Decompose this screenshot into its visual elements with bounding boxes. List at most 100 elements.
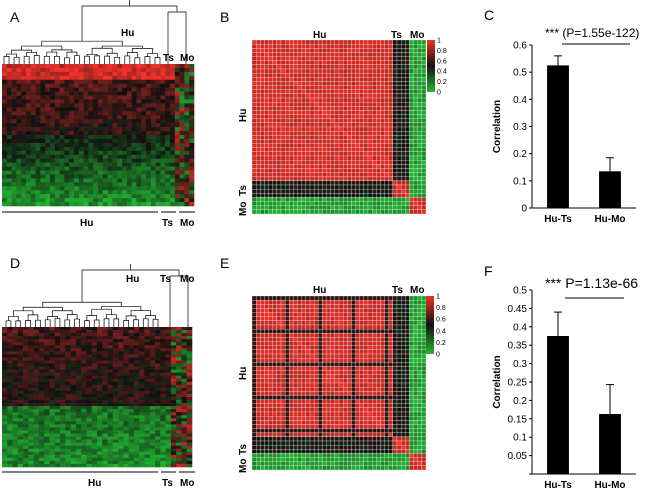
heatmap-cell	[149, 439, 156, 443]
heatmap-cell	[179, 190, 185, 195]
matrix-cell	[409, 151, 414, 157]
matrix-cell	[264, 102, 269, 107]
heatmap-cell	[189, 166, 195, 171]
heatmap-cell	[112, 345, 119, 349]
heatmap-cell	[131, 67, 137, 73]
matrix-cell	[409, 118, 414, 123]
matrix-cell	[401, 60, 406, 65]
matrix-cell	[264, 60, 269, 65]
matrix-cell	[272, 184, 277, 190]
heatmap-cell	[107, 448, 114, 453]
matrix-cell	[384, 147, 389, 152]
heatmap-cell	[23, 333, 29, 337]
matrix-cell	[376, 73, 381, 78]
matrix-cell	[301, 97, 306, 103]
heatmap-cell	[181, 354, 188, 358]
heatmap-cell	[176, 327, 182, 331]
matrix-cell	[359, 97, 364, 103]
heatmap-cell	[170, 403, 177, 407]
heatmap-cell	[28, 400, 34, 404]
heatmap-cell	[170, 387, 177, 392]
matrix-cell	[405, 85, 410, 90]
heatmap-cell	[23, 433, 29, 437]
matrix-cell	[347, 209, 352, 215]
heatmap-cell	[16, 67, 22, 73]
heatmap-cell	[150, 135, 156, 140]
heatmap-cell	[11, 123, 17, 128]
heatmap-cell	[102, 387, 108, 392]
matrix-cell	[359, 151, 364, 157]
heatmap-cell	[128, 454, 135, 459]
matrix-cell	[392, 89, 398, 94]
matrix-cell	[268, 122, 273, 128]
heatmap-cell	[118, 372, 124, 376]
heatmap-cell	[170, 375, 177, 380]
matrix-cell	[396, 118, 402, 123]
heatmap-cell	[33, 460, 40, 465]
heatmap-cell	[40, 119, 46, 124]
heatmap-cell	[155, 91, 161, 96]
matrix-cell	[392, 48, 398, 53]
matrix-cell	[309, 85, 315, 90]
matrix-cell	[326, 197, 331, 202]
heatmap-cell	[91, 387, 98, 392]
heatmap-cell	[91, 403, 98, 407]
matrix-cell	[318, 64, 323, 70]
heatmap-cell	[93, 127, 99, 132]
matrix-cell	[334, 126, 340, 132]
heatmap-cell	[17, 457, 24, 462]
heatmap-cell	[117, 111, 123, 116]
heatmap-cell	[133, 357, 140, 361]
heatmap-cell	[60, 412, 66, 416]
matrix-cell	[326, 168, 331, 173]
matrix-cell	[351, 193, 356, 198]
matrix-cell	[405, 155, 410, 161]
matrix-cell	[343, 52, 348, 57]
heatmap-cell	[98, 107, 104, 112]
heatmap-cell	[174, 154, 180, 159]
heatmap-cell	[133, 339, 140, 343]
matrix-cell	[376, 44, 381, 49]
matrix-cell	[392, 64, 398, 70]
heatmap-cell	[160, 430, 166, 434]
matrix-cell	[260, 126, 265, 132]
heatmap-cell	[59, 111, 65, 116]
matrix-cell	[285, 151, 290, 157]
heatmap-cell	[123, 397, 129, 401]
heatmap-cell	[155, 166, 161, 171]
heatmap-cell	[107, 150, 113, 156]
matrix-cell	[417, 106, 422, 111]
heatmap-cell	[118, 327, 124, 331]
matrix-cell	[388, 39, 393, 45]
matrix-cell	[372, 201, 377, 206]
heatmap-cell	[149, 448, 156, 453]
heatmap-cell	[86, 384, 93, 389]
heatmap-cell	[12, 378, 19, 383]
heatmap-cell	[155, 103, 161, 108]
heatmap-cell	[83, 135, 89, 140]
heatmap-cell	[133, 412, 140, 416]
matrix-cell	[309, 39, 315, 45]
heatmap-cell	[98, 146, 104, 152]
matrix-cell	[268, 135, 273, 140]
matrix-cell	[309, 68, 315, 74]
matrix-cell	[363, 39, 369, 45]
heatmap-cell	[102, 372, 108, 376]
matrix-cell	[330, 93, 335, 99]
matrix-cell	[309, 97, 315, 103]
heatmap-cell	[150, 67, 156, 73]
matrix-cell	[359, 122, 364, 128]
matrix-cell	[409, 39, 414, 45]
heatmap-cell	[155, 99, 161, 104]
heatmap-cell	[112, 198, 118, 203]
matrix-cell	[409, 205, 414, 210]
heatmap-cell	[11, 142, 17, 148]
heatmap-cell	[93, 131, 99, 136]
heatmap-cell	[133, 354, 140, 358]
heatmap-cell	[146, 186, 152, 191]
matrix-cell	[401, 68, 406, 74]
matrix-cell	[392, 209, 398, 215]
heatmap-cell	[118, 445, 124, 450]
heatmap-cell	[12, 339, 19, 343]
heatmap-cell	[65, 448, 71, 453]
